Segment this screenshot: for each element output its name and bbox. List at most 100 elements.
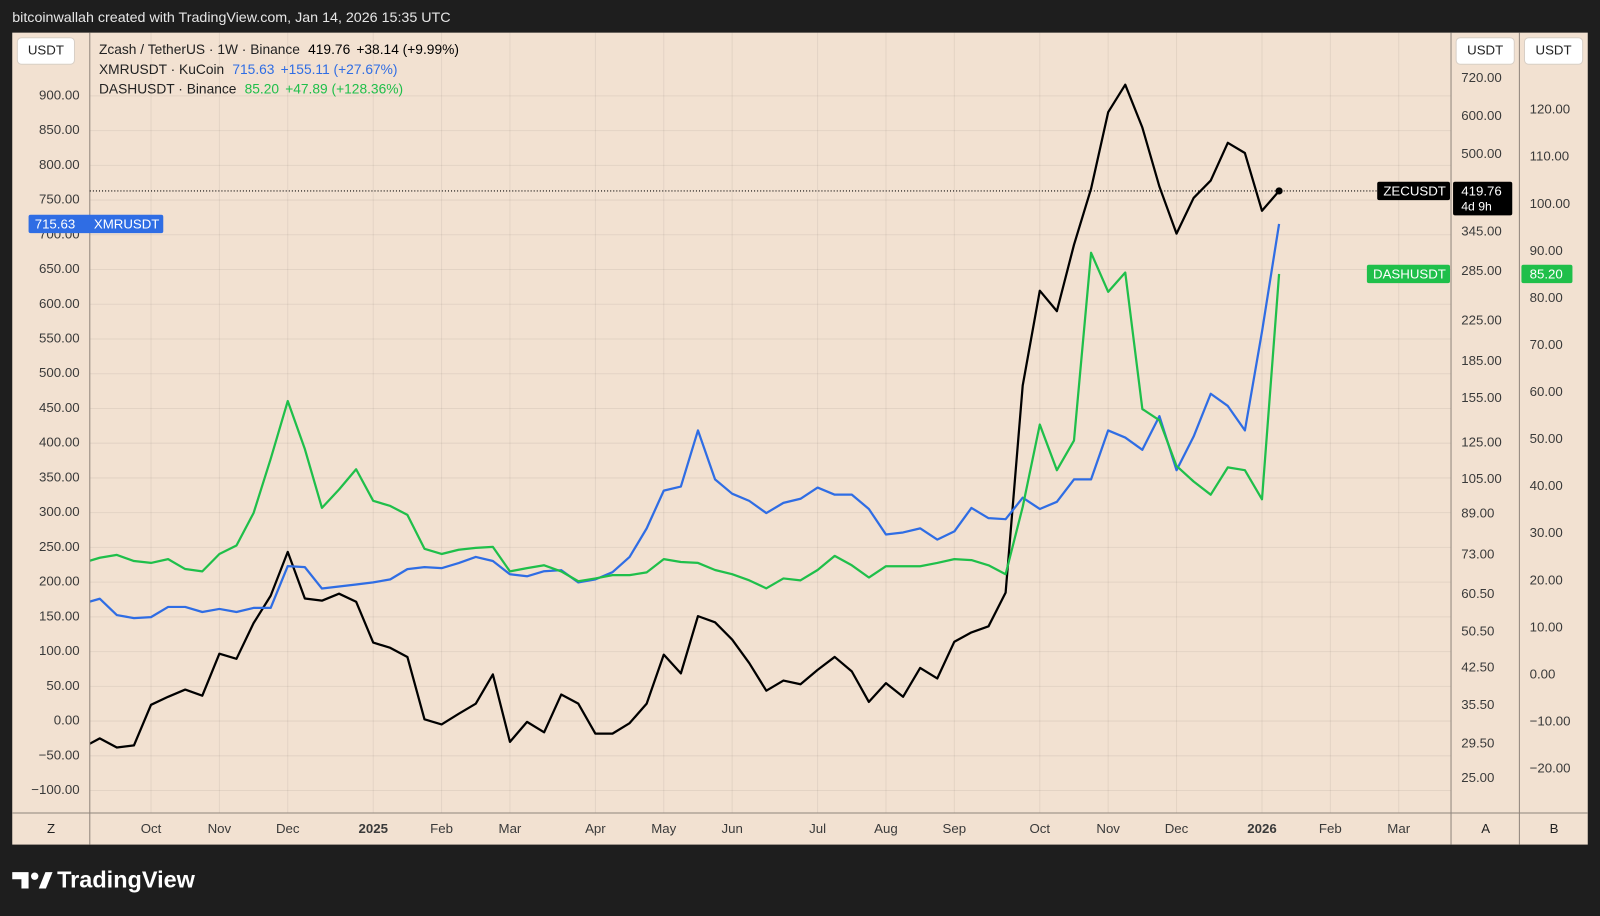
- x-tick-label: Feb: [1319, 821, 1342, 836]
- price-tag-value: 715.63: [35, 216, 76, 231]
- y-tick-label: 200.00: [39, 574, 80, 589]
- x-tick-label: May: [651, 821, 676, 836]
- x-tick-label: 2025: [358, 821, 387, 836]
- y2-tick-label: 25.00: [1461, 770, 1494, 785]
- y-tick-label: 150.00: [39, 608, 80, 623]
- legend-entry: Zcash / TetherUS · 1W · Binance 419.76 +38…: [99, 42, 459, 57]
- x-tick-label: Jul: [809, 821, 826, 836]
- y3-tick-label: 20.00: [1530, 572, 1563, 587]
- y-tick-label: 50.00: [46, 678, 79, 693]
- x-tick-label: Dec: [1165, 821, 1189, 836]
- y2-tick-label: 285.00: [1461, 263, 1502, 278]
- x-tick-label: Nov: [208, 821, 232, 836]
- legend-text: +38.14 (+9.99%): [356, 42, 459, 57]
- y2-tick-label: 60.50: [1461, 586, 1494, 601]
- countdown: 4d 9h: [1461, 199, 1492, 213]
- x-tick-label: 2026: [1247, 821, 1276, 836]
- y2-tick-label: 225.00: [1461, 312, 1502, 327]
- y3-tick-label: 10.00: [1530, 619, 1563, 634]
- y2-tick-label: 50.50: [1461, 624, 1494, 639]
- x-tick-label: Aug: [874, 821, 898, 836]
- series-line: [89, 251, 1281, 590]
- price-tag-name: ZECUSDT: [1383, 183, 1446, 198]
- price-box: [1521, 264, 1573, 284]
- y3-tick-label: −10.00: [1530, 714, 1571, 729]
- last-point: [1275, 187, 1283, 195]
- y2-tick-label: 105.00: [1461, 471, 1502, 486]
- y3-tick-label: 120.00: [1530, 102, 1571, 117]
- y2-tick-label: 125.00: [1461, 435, 1502, 450]
- legend-entry: DASHUSDT · Binance 85.20 +47.89 (+128.36%): [99, 81, 403, 96]
- x-tick-label: Mar: [1387, 821, 1410, 836]
- price-box-value: 85.20: [1530, 266, 1563, 281]
- price-box-value: 419.76: [1461, 183, 1502, 198]
- y2-tick-label: 600.00: [1461, 108, 1502, 123]
- y3-tick-label: 0.00: [1530, 666, 1556, 681]
- x-tick-label: Feb: [430, 821, 453, 836]
- price-tag: [1377, 181, 1450, 201]
- y2-tick-label: 42.50: [1461, 659, 1494, 674]
- x-tick-label: Oct: [1029, 821, 1050, 836]
- logo-text: TradingView: [57, 867, 196, 893]
- y-tick-label: 650.00: [39, 261, 80, 276]
- y2-tick-label: 155.00: [1461, 390, 1502, 405]
- tradingview-logo: TradingView: [12, 867, 196, 893]
- x-tick-label: Apr: [585, 821, 606, 836]
- scale-button[interactable]: B: [1550, 821, 1559, 836]
- y-tick-label: 500.00: [39, 365, 80, 380]
- y3-tick-label: 90.00: [1530, 243, 1563, 258]
- legend-text: DASHUSDT · Binance: [99, 81, 237, 96]
- legend-text: 419.76: [308, 42, 350, 57]
- price-tag: [28, 214, 164, 234]
- x-tick-label: Sep: [943, 821, 967, 836]
- grid: [89, 32, 1452, 813]
- y3-tick-label: 80.00: [1530, 290, 1563, 305]
- x-tick-label: Jun: [721, 821, 742, 836]
- legend-text: +155.11 (+27.67%): [281, 62, 398, 77]
- x-tick-label: Dec: [276, 821, 300, 836]
- y2-tick-label: 720.00: [1461, 70, 1502, 85]
- unit-button[interactable]: [1455, 37, 1515, 65]
- attribution: bitcoinwallah created with TradingView.c…: [12, 10, 450, 26]
- y3-tick-label: 30.00: [1530, 525, 1563, 540]
- unit-label[interactable]: USDT: [1467, 43, 1503, 58]
- unit-label[interactable]: USDT: [1536, 43, 1572, 58]
- unit-button[interactable]: [16, 37, 75, 65]
- overlay: USDT USDT USDT Z A B 900.00 850.00 800.00 7…: [12, 32, 1588, 845]
- logo-mark: [31, 872, 39, 880]
- unit-label[interactable]: USDT: [28, 43, 64, 58]
- x-tick-label: Nov: [1096, 821, 1120, 836]
- y-tick-label: 850.00: [39, 122, 80, 137]
- y-tick-label: 250.00: [39, 539, 80, 554]
- scale-button[interactable]: Z: [47, 821, 55, 836]
- y-tick-label: −50.00: [39, 747, 80, 762]
- scale-button[interactable]: A: [1481, 821, 1490, 836]
- y3-tick-label: 70.00: [1530, 337, 1563, 352]
- y3-tick-label: 100.00: [1530, 196, 1571, 211]
- legend-text: 715.63: [232, 62, 274, 77]
- y2-tick-label: 185.00: [1461, 353, 1502, 368]
- series-line: [89, 83, 1280, 749]
- legend-text: +47.89 (+128.36%): [285, 81, 403, 96]
- y-tick-label: 750.00: [39, 192, 80, 207]
- y2-tick-label: 345.00: [1461, 223, 1502, 238]
- y2-tick-label: 73.00: [1461, 547, 1494, 562]
- unit-button[interactable]: [1523, 37, 1584, 65]
- legend-text: XMRUSDT · KuCoin: [99, 62, 224, 77]
- y3-tick-label: 60.00: [1530, 384, 1563, 399]
- y-tick-label: 300.00: [39, 504, 80, 519]
- y3-tick-label: 40.00: [1530, 478, 1563, 493]
- price-box: [1453, 181, 1513, 216]
- series-line: [89, 223, 1281, 620]
- price-tag-name: XMRUSDT: [94, 216, 160, 231]
- legend-text: 85.20: [245, 81, 280, 96]
- y3-tick-label: 50.00: [1530, 431, 1563, 446]
- chart-panel: [12, 32, 1588, 845]
- price-tag-name: DASHUSDT: [1373, 266, 1446, 281]
- plot: [89, 83, 1281, 749]
- x-tick-label: Mar: [499, 821, 522, 836]
- price-tag: [1366, 264, 1450, 284]
- y-tick-label: −100.00: [31, 782, 79, 797]
- y-tick-label: 900.00: [39, 87, 80, 102]
